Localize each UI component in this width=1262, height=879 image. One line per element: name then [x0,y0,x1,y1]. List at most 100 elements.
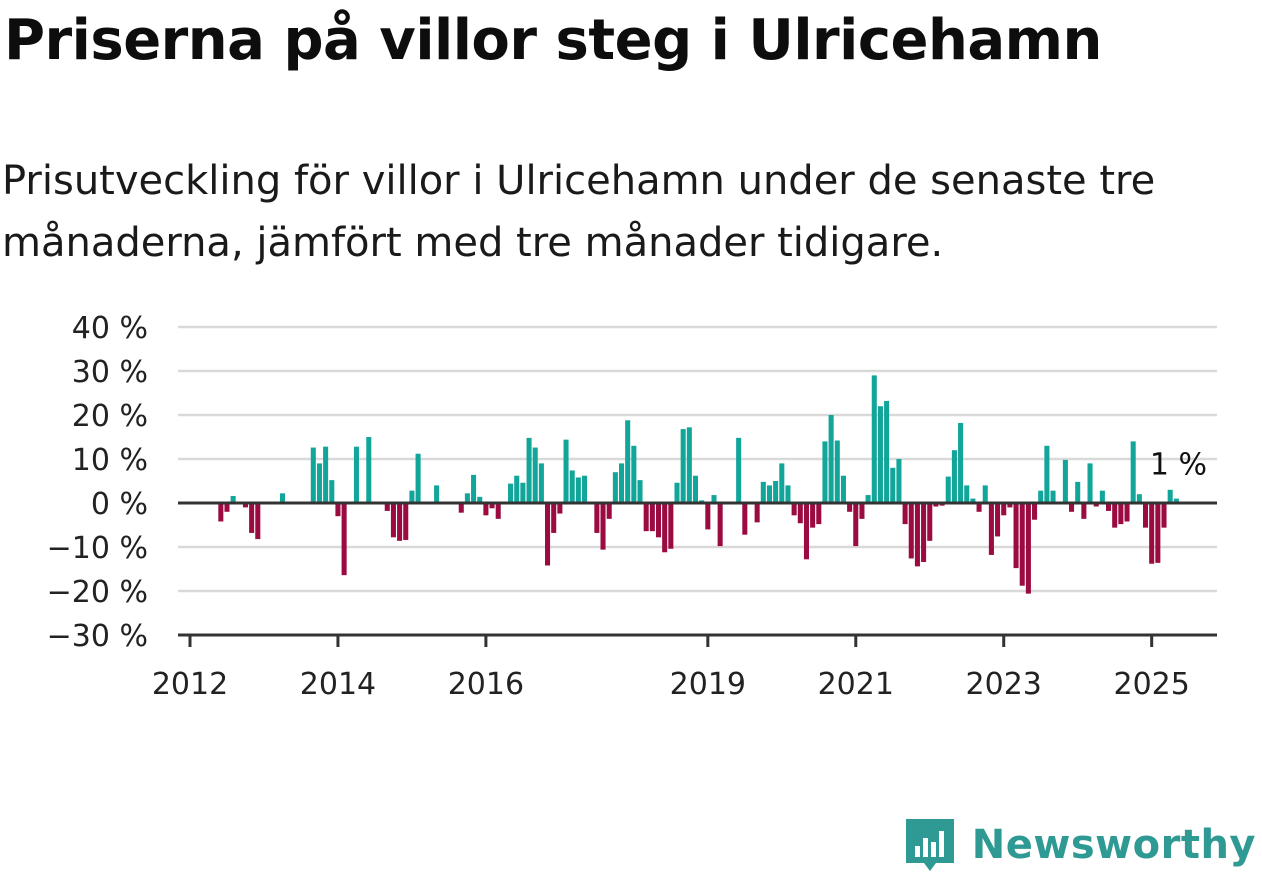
bar [366,437,372,503]
bar [976,503,982,512]
bar [779,463,785,503]
bar [791,503,797,516]
brand: Newsworthy [905,819,1256,871]
x-tick-label: 2014 [300,667,376,702]
bar [736,437,742,503]
bar [606,503,612,519]
bar [489,503,495,509]
x-tick-label: 2012 [152,667,228,702]
bar [1161,503,1167,528]
brand-name: Newsworthy [971,822,1256,868]
bar [520,482,526,503]
bar [1007,503,1013,508]
bar [847,503,853,512]
bar [680,429,686,503]
bar [1118,503,1124,525]
chart-title: Priserna på villor steg i Ulricehamn [4,8,1102,73]
bar [662,503,668,553]
bar [902,503,908,525]
bar [1038,490,1044,503]
bar [649,503,655,532]
latest-value-label: 1 % [1150,447,1207,482]
y-tick-label: 0 % [91,487,148,522]
bar [766,485,772,503]
bar [551,503,557,533]
bar [1099,490,1105,503]
bar [982,485,988,503]
bar [600,503,606,550]
tick-labels: 40 % 30 % 20 % 10 % 0 % −10 % −20 % −30 %2012 20… [47,311,1207,702]
bar [705,503,711,530]
bar [964,485,970,503]
bar [1001,503,1007,516]
bar [1087,463,1093,503]
bar [865,495,871,503]
bar [397,503,403,541]
bar [933,503,939,507]
bar [655,503,662,538]
bar [495,503,501,519]
bar [569,470,575,503]
bar [1050,490,1056,503]
bar [1167,489,1173,503]
bar [945,476,951,503]
bar [242,503,248,508]
bar [834,440,840,503]
bar [1093,503,1099,507]
bar [995,503,1001,537]
bar [958,422,964,503]
bar [526,437,532,503]
bar [773,481,779,503]
bar [619,463,625,503]
bar [532,447,538,503]
bar [797,503,803,524]
bar [1142,503,1149,528]
bar [643,503,649,532]
newsworthy-logo-icon [905,819,954,871]
bar [927,503,933,541]
y-tick-label: 40 % [72,311,148,346]
bar [754,503,760,523]
bar [871,375,877,503]
bar [323,446,329,503]
bar [668,503,674,549]
x-tick-label: 2016 [448,667,524,702]
bar [908,503,914,559]
y-tick-label: 30 % [72,355,148,390]
bar [471,474,477,503]
bar [890,467,896,503]
bar [538,463,544,503]
bar [803,503,809,560]
bar [218,503,224,522]
y-tick-label: 20 % [72,399,148,434]
bar [575,477,581,503]
bar [612,472,618,503]
bar [828,415,834,503]
x-tick-label: 2025 [1114,667,1190,702]
bar [785,485,791,503]
bar [434,485,440,503]
bar [390,503,396,538]
bar [1130,441,1136,503]
bar [335,503,341,517]
bar [877,406,883,503]
bar [1019,503,1025,586]
bar [711,495,717,503]
bar-chart: 40 % 30 % 20 % 10 % 0 % −10 % −20 % −30 %2012 20… [47,311,1217,702]
bar [674,482,680,503]
bar [1149,503,1155,564]
bar [1106,503,1112,511]
bar [1013,503,1019,569]
y-tick-label: −30 % [47,619,148,654]
bar [458,503,464,513]
bar [415,453,421,503]
bar [224,503,230,512]
y-tick-label: −20 % [47,575,148,610]
bar [970,498,976,503]
bar [1136,494,1142,503]
bar [483,503,489,516]
bar [914,503,920,567]
bar [686,427,692,503]
bar [403,503,409,540]
gridlines [178,325,1217,593]
